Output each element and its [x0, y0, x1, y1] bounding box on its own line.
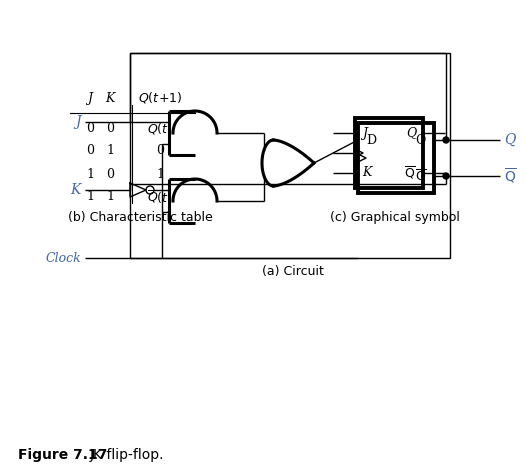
Text: $\overline{\mathrm{Q}}$: $\overline{\mathrm{Q}}$ [404, 165, 416, 181]
Text: 1: 1 [106, 144, 114, 158]
Text: 0: 0 [106, 122, 114, 134]
Circle shape [443, 137, 449, 143]
Text: (c) Graphical symbol: (c) Graphical symbol [330, 211, 460, 225]
Text: K: K [362, 166, 371, 179]
Text: Q: Q [406, 126, 416, 140]
Text: 0: 0 [86, 144, 94, 158]
Text: J: J [75, 115, 81, 129]
Text: 0: 0 [156, 144, 164, 158]
Text: 0: 0 [106, 167, 114, 181]
Text: K: K [105, 92, 115, 105]
Circle shape [443, 173, 449, 179]
Text: $Q(t\!+\!1)$: $Q(t\!+\!1)$ [138, 90, 183, 105]
Text: $\overline{Q}(t)$: $\overline{Q}(t)$ [147, 189, 173, 205]
Text: (a) Circuit: (a) Circuit [262, 264, 324, 278]
Text: Q: Q [504, 133, 515, 147]
Bar [355, 118, 423, 188]
Text: J: J [362, 126, 367, 140]
Text: 1: 1 [156, 167, 164, 181]
Text: J: J [87, 92, 93, 105]
Text: 1: 1 [106, 191, 114, 203]
Text: Q: Q [416, 133, 426, 147]
Text: D: D [366, 133, 376, 147]
Bar [130, 53, 450, 258]
Bar [358, 123, 434, 193]
Text: K: K [70, 183, 81, 197]
Text: $\overline{\mathrm{Q}}$: $\overline{\mathrm{Q}}$ [504, 166, 517, 185]
Text: 1: 1 [86, 191, 94, 203]
Text: 0: 0 [86, 122, 94, 134]
Text: JK flip-flop.: JK flip-flop. [90, 448, 165, 462]
Text: 1: 1 [86, 167, 94, 181]
Text: $\overline{\mathrm{Q}}$: $\overline{\mathrm{Q}}$ [415, 168, 427, 184]
Text: Clock: Clock [45, 252, 81, 264]
Text: (b) Characteristic table: (b) Characteristic table [68, 211, 213, 225]
Text: Figure 7.17: Figure 7.17 [18, 448, 107, 462]
Text: $Q(t)$: $Q(t)$ [147, 121, 173, 135]
